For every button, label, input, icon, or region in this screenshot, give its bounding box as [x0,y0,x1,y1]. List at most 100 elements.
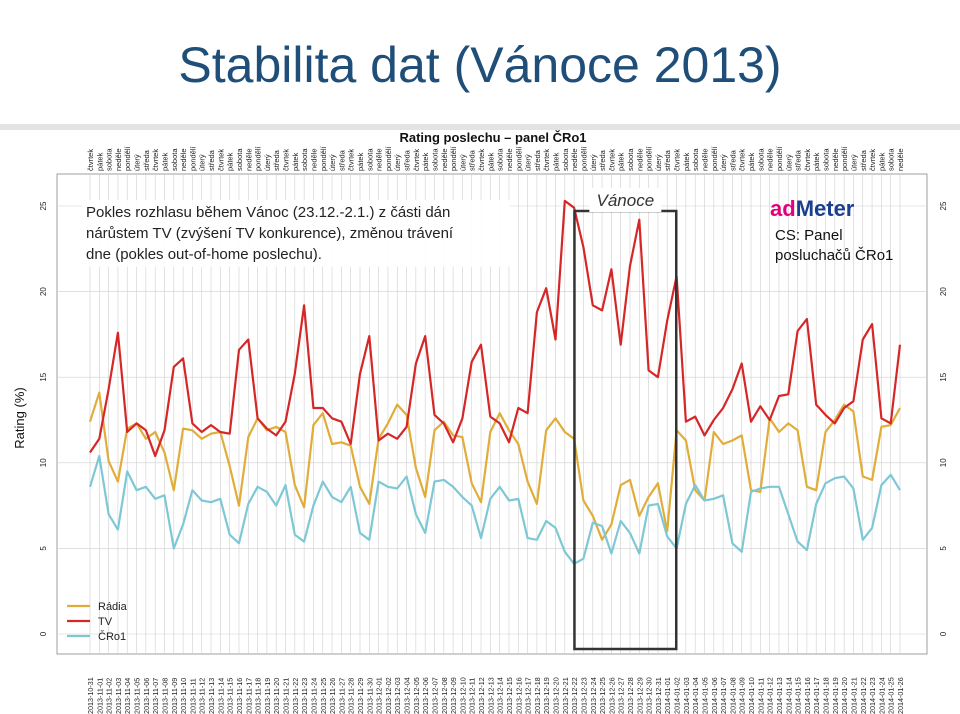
weekday-tick-label: neděle [766,148,775,171]
date-tick-label: 2013-11-18 [254,678,263,714]
weekday-tick-label: čtvrtek [412,149,421,171]
weekday-tick-label: sobota [235,148,244,171]
date-tick-label: 2014-01-11 [756,678,765,714]
weekday-tick-label: čtvrtek [347,149,356,171]
legend-label: Rádia [98,601,128,613]
date-tick-label: 2013-11-12 [198,678,207,714]
date-tick-label: 2014-01-04 [691,677,700,714]
date-tick-label: 2013-11-08 [160,678,169,714]
cro1-series-line [88,454,901,565]
date-tick-label: 2013-12-31 [654,677,663,714]
weekday-tick-label: neděle [309,148,318,171]
weekday-tick-label: neděle [896,148,905,171]
date-tick-label: 2014-01-15 [794,677,803,714]
weekday-tick-label: pondělí [254,145,263,171]
weekday-tick-label: čtvrtek [803,149,812,171]
weekday-tick-label: středa [728,149,737,171]
weekday-tick-label: středa [533,149,542,171]
weekday-tick-label: čtvrtek [477,149,486,171]
date-tick-label: 2014-01-14 [784,677,793,714]
cs-panel-line: posluchačů ČRo1 [775,247,894,264]
date-tick-label: 2014-01-06 [710,677,719,714]
date-tick-label: 2013-11-28 [347,678,356,714]
weekday-tick-label: sobota [496,148,505,171]
legend-label: TV [98,616,113,628]
weekday-tick-label: středa [272,149,281,171]
weekday-tick-label: pátek [682,152,691,171]
weekday-tick-label: pátek [877,152,886,171]
weekday-tick-label: sobota [822,148,831,171]
date-tick-label: 2013-12-10 [458,677,467,714]
date-tick-label: 2013-11-25 [319,678,328,714]
weekday-tick-label: pátek [291,152,300,171]
date-tick-label: 2014-01-24 [877,677,886,714]
weekday-tick-label: pondělí [840,145,849,171]
date-tick-label: 2013-12-09 [449,677,458,714]
y-tick-label-right: 5 [939,546,948,551]
y-tick-label-right: 0 [939,631,948,636]
date-tick-label: 2014-01-22 [859,677,868,714]
date-tick-label: 2013-11-09 [170,678,179,714]
y-tick-label-left: 15 [39,372,48,381]
weekday-tick-label: sobota [105,148,114,171]
note-line: Pokles rozhlasu během Vánoc (23.12.-2.1.… [86,204,451,221]
date-tick-label: 2014-01-18 [822,677,831,714]
weekday-tick-label: úterý [393,154,402,171]
weekday-tick-label: středa [859,149,868,171]
weekday-tick-label: středa [663,149,672,171]
date-tick-label: 2013-11-17 [244,678,253,714]
weekday-tick-label: neděle [375,148,384,171]
weekday-tick-label: čtvrtek [86,149,95,171]
tv-series-line [89,199,902,458]
weekday-tick-label: středa [337,149,346,171]
date-tick-label: 2013-12-06 [421,677,430,714]
y-tick-label-left: 20 [39,287,48,296]
y-tick-label-left: 25 [39,201,48,210]
weekday-tick-label: neděle [244,148,253,171]
weekday-tick-label: středa [403,149,412,171]
weekday-tick-label: neděle [179,148,188,171]
y-tick-label-left: 5 [39,546,48,551]
date-tick-label: 2013-11-23 [300,678,309,714]
date-tick-label: 2014-01-07 [719,677,728,714]
date-tick-label: 2013-12-03 [393,677,402,714]
date-tick-label: 2013-12-14 [496,677,505,714]
date-tick-label: 2013-12-17 [524,677,533,714]
date-tick-label: 2013-11-15 [226,678,235,714]
date-tick-label: 2013-11-21 [282,678,291,714]
y-tick-label-right: 15 [939,372,948,381]
weekday-tick-label: čtvrtek [607,149,616,171]
weekday-tick-label: pátek [552,152,561,171]
date-tick-label: 2013-12-25 [598,677,607,714]
weekday-tick-label: sobota [430,148,439,171]
weekday-tick-label: úterý [524,154,533,171]
weekday-tick-label: úterý [654,154,663,171]
weekday-tick-label: úterý [133,154,142,171]
weekday-tick-label: pátek [160,152,169,171]
weekday-tick-label: sobota [887,148,896,171]
date-tick-label: 2014-01-12 [766,677,775,714]
weekday-tick-label: pátek [95,152,104,171]
date-tick-label: 2014-01-09 [738,677,747,714]
weekday-tick-label: čtvrtek [216,149,225,171]
date-tick-label: 2013-11-19 [263,678,272,714]
date-tick-label: 2013-11-14 [216,678,225,714]
date-tick-label: 2013-11-20 [272,678,281,714]
weekday-tick-label: sobota [561,148,570,171]
date-tick-label: 2014-01-13 [775,677,784,714]
weekday-tick-label: sobota [626,148,635,171]
radia-series-line [88,391,901,541]
date-tick-label: 2013-11-01 [95,678,104,714]
annotation-note: Pokles rozhlasu během Vánoc (23.12.-2.1.… [82,200,510,267]
date-tick-label: 2014-01-23 [868,677,877,714]
weekday-tick-label: úterý [719,154,728,171]
admeter-logo: adMeter [770,196,854,222]
weekday-tick-label: neděle [831,148,840,171]
date-tick-label: 2013-11-13 [207,678,216,714]
date-tick-label: 2013-12-22 [570,677,579,714]
weekday-tick-label: úterý [849,154,858,171]
note-line: dne (pokles out-of-home poslechu). [86,246,322,263]
date-tick-label: 2013-11-22 [291,678,300,714]
weekday-tick-label: středa [142,149,151,171]
weekday-tick-label: pondělí [319,145,328,171]
